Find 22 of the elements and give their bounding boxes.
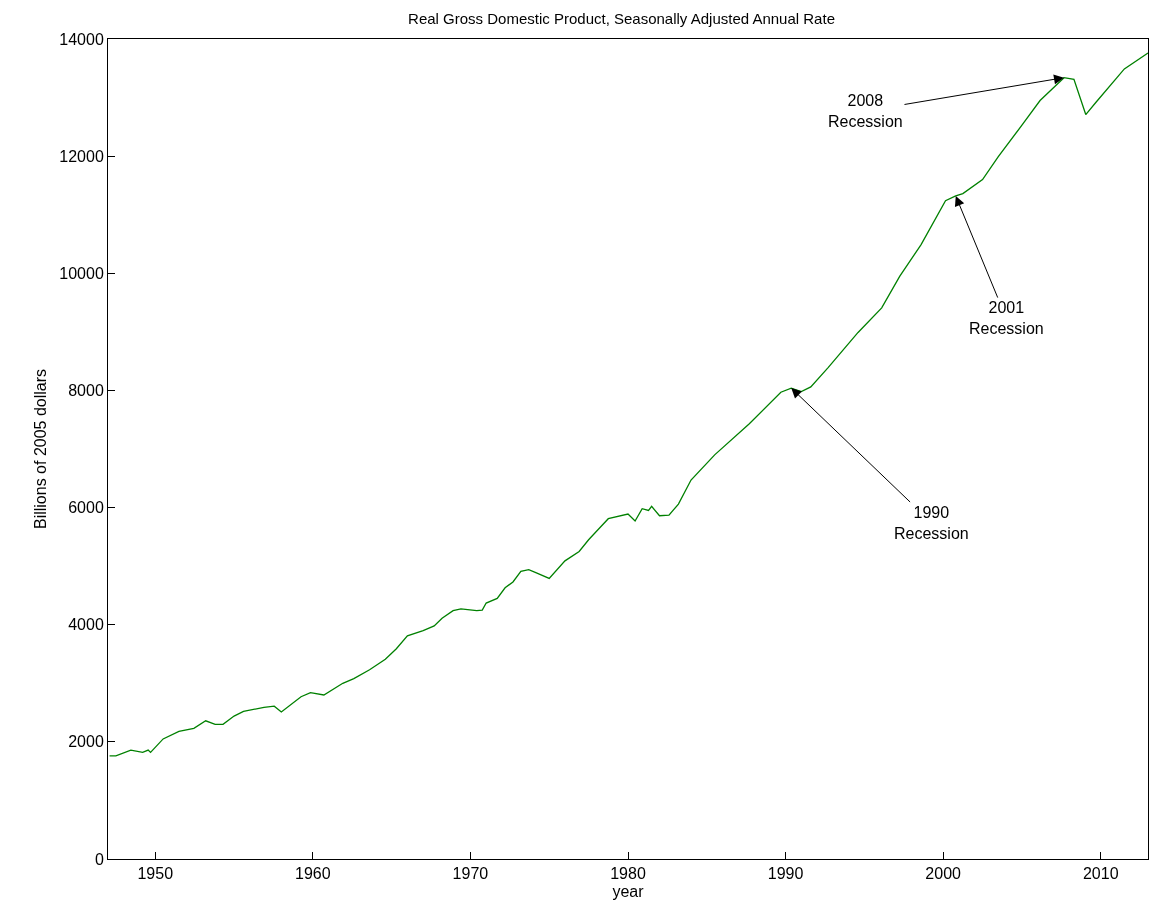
- x-tick-label: 1970: [452, 865, 489, 883]
- y-axis-title: Billions of 2005 dollars: [32, 368, 50, 530]
- line-series: [108, 52, 1148, 757]
- x-tick-label: 2010: [1082, 865, 1119, 883]
- x-tick-label: 2000: [925, 865, 962, 883]
- annotation: 1990 Recession: [894, 504, 969, 542]
- x-tick-label: 1950: [137, 865, 174, 883]
- y-tick-label: 0: [94, 850, 104, 868]
- annotation: 2008 Recession: [828, 92, 903, 130]
- x-tick-label: 1960: [295, 865, 331, 883]
- y-tick-label: 14000: [59, 30, 104, 48]
- chart-title: Real Gross Domestic Product, Seasonally Adjusted Annual Rate: [408, 10, 835, 28]
- y-tick-label: 4000: [68, 616, 104, 634]
- x-tick-label: 1980: [610, 865, 646, 883]
- x-axis-title: year: [612, 882, 645, 900]
- y-tick-label: 8000: [68, 382, 104, 400]
- x-tick-label: 1990: [767, 865, 804, 883]
- y-tick-label: 2000: [68, 733, 104, 751]
- y-tick-label: 6000: [68, 499, 104, 517]
- y-tick-label: 10000: [59, 264, 104, 282]
- y-tick-label: 12000: [59, 147, 104, 165]
- annotation: 2001 Recession: [969, 299, 1044, 337]
